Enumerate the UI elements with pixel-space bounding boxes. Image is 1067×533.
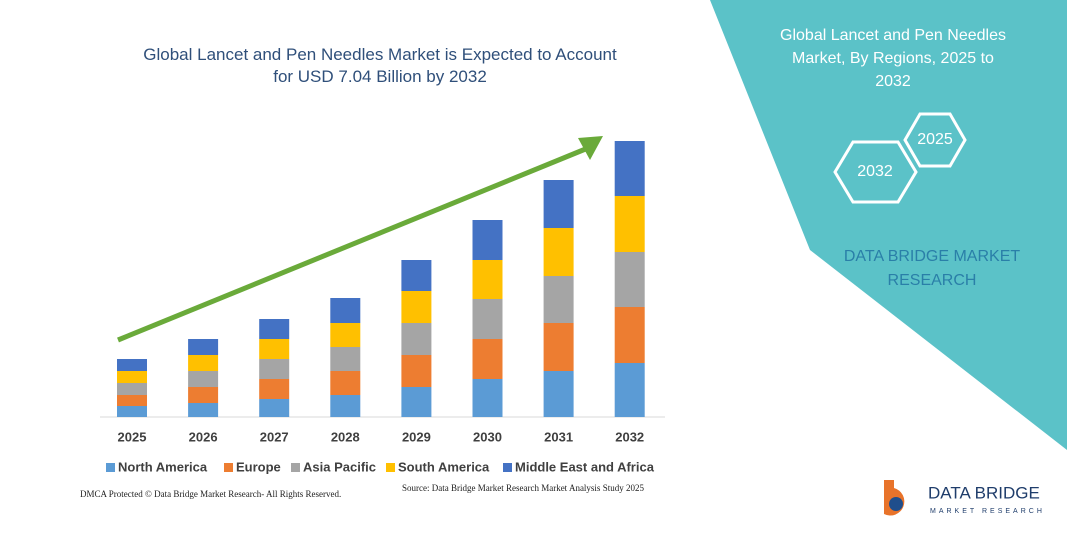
legend-label: North America — [118, 459, 208, 474]
hexagon — [903, 112, 967, 168]
bar-segment — [188, 355, 219, 371]
logo-icon — [889, 497, 903, 511]
bar-segment — [330, 371, 361, 395]
bar-segment — [259, 399, 290, 417]
logo-name: DATA BRIDGE — [928, 483, 1040, 502]
bar-segment — [401, 355, 432, 387]
bar-segment — [614, 307, 645, 363]
bar-segment — [117, 406, 147, 417]
bar-segment — [472, 220, 503, 260]
bar-segment — [330, 347, 361, 371]
bar-segment — [188, 339, 219, 355]
bar-segment — [330, 395, 361, 417]
bar-segment — [543, 323, 574, 371]
x-tick-label: 2029 — [402, 429, 431, 444]
x-tick-label: 2028 — [331, 429, 360, 444]
bar-segment — [259, 339, 290, 359]
bar-segment — [259, 379, 290, 399]
bar-segment — [614, 363, 645, 417]
bar-segment — [543, 276, 574, 323]
bar-segment — [543, 371, 574, 417]
logo-tagline: MARKET RESEARCH — [930, 508, 1045, 515]
bar-segment — [188, 371, 219, 387]
bar-segment — [401, 260, 432, 291]
trend-arrow — [117, 145, 589, 343]
bar-segment — [614, 141, 645, 196]
hexagon — [833, 140, 918, 204]
legend-swatch — [291, 463, 300, 472]
legend-label: Europe — [236, 459, 281, 474]
legend-swatch — [224, 463, 233, 472]
x-tick-label: 2032 — [615, 429, 644, 444]
brand: DATA BRIDGE MARKET RESEARCH — [844, 248, 1021, 289]
bar-segment — [117, 395, 147, 406]
bar-segment — [614, 196, 645, 252]
bar-segment — [188, 387, 219, 403]
x-tick-label: 2026 — [189, 429, 218, 444]
bar-segment — [330, 298, 361, 323]
bar-segment — [117, 383, 147, 395]
bar-segment — [188, 403, 219, 417]
bar-segment — [401, 323, 432, 355]
bar-segment — [330, 323, 361, 347]
bar-segment — [614, 252, 645, 307]
bar-segment — [472, 379, 503, 417]
x-tick-label: 2027 — [260, 429, 289, 444]
bar-segment — [543, 180, 574, 228]
x-tick-label: 2025 — [118, 429, 147, 444]
bar-segment — [401, 291, 432, 323]
source-note: Source: Data Bridge Market Research Mark… — [402, 483, 644, 493]
chart-title: Global Lancet and Pen Needles Market is … — [143, 45, 617, 86]
bar-segment — [117, 371, 147, 383]
side-title: Global Lancet and Pen Needles Market, By … — [780, 27, 1006, 90]
bar-segment — [472, 260, 503, 299]
bar-segment — [259, 359, 290, 379]
x-tick-label: 2031 — [544, 429, 573, 444]
legend-swatch — [386, 463, 395, 472]
bar-segment — [401, 387, 432, 417]
legend-label: Middle East and Africa — [515, 459, 655, 474]
hexagon-label: 2025 — [917, 131, 953, 148]
dmca-note: DMCA Protected © Data Bridge Market Rese… — [80, 489, 341, 499]
bar-segment — [543, 228, 574, 276]
legend-label: Asia Pacific — [303, 459, 376, 474]
bar-segment — [117, 359, 147, 371]
trend-arrow-head — [578, 136, 603, 160]
side-panel — [710, 0, 1067, 450]
bar-segment — [259, 319, 290, 339]
legend-swatch — [503, 463, 512, 472]
legend-label: South America — [398, 459, 490, 474]
legend-swatch — [106, 463, 115, 472]
bar-segment — [472, 299, 503, 339]
hexagon-label: 2032 — [857, 163, 893, 180]
bar-segment — [472, 339, 503, 379]
x-tick-label: 2030 — [473, 429, 502, 444]
